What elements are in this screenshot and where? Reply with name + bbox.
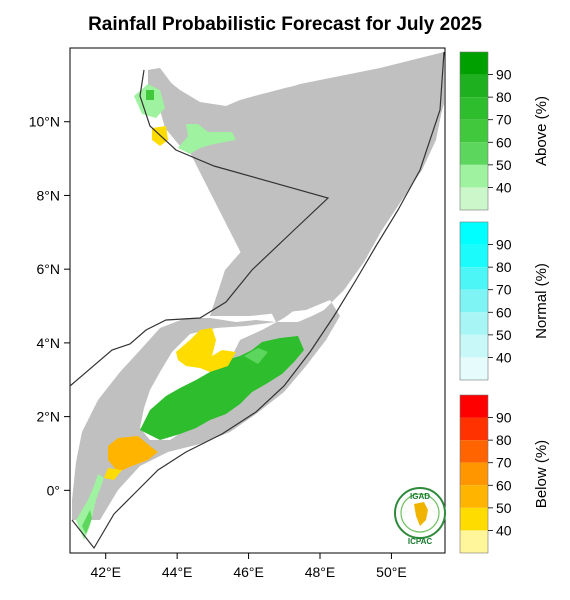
above-patch-south-main — [140, 336, 304, 440]
y-tick-label: 6°N — [37, 261, 61, 277]
legend-swatch — [460, 74, 488, 98]
legend-border — [459, 51, 489, 211]
legend-swatch — [460, 187, 488, 210]
x-tick-label: 44°E — [162, 564, 193, 580]
logo-top-text: IGAD — [410, 492, 430, 501]
legend-label: 70 — [496, 112, 512, 128]
x-tick-label: 50°E — [376, 564, 407, 580]
legend-swatch — [460, 485, 488, 508]
legend-normal: 90 80 70 60 50 40 Normal (%) — [459, 221, 550, 381]
legend-swatch — [460, 417, 488, 441]
legend-label: 50 — [496, 157, 512, 173]
legend-title: Above (%) — [533, 96, 550, 166]
legend-label: 60 — [496, 477, 512, 493]
above-patch-southwest-core — [82, 510, 92, 534]
y-tick-label: 4°N — [37, 335, 61, 351]
above-patch-north — [178, 124, 236, 154]
legend-swatch — [460, 244, 488, 268]
legend-label: 60 — [496, 304, 512, 320]
above-patch-northwest — [134, 84, 165, 118]
legend-swatch — [460, 142, 488, 165]
y-axis: 10°N 8°N 6°N 4°N 2°N 0° — [29, 114, 70, 498]
legend-border — [459, 221, 489, 381]
igad-icpac-logo: IGAD ICPAC — [394, 487, 446, 546]
above-patch-south-inner — [244, 348, 268, 364]
legend-swatch — [460, 164, 488, 188]
y-tick-label: 0° — [47, 482, 60, 498]
legend-label: 80 — [496, 259, 512, 275]
legends: 90 80 70 60 50 40 Above (%) 90 80 70 60 50 40 Normal … — [459, 51, 550, 554]
legend-swatch — [460, 267, 488, 290]
legend-label: 70 — [496, 282, 512, 298]
legend-swatch — [460, 507, 488, 531]
legend-label: 50 — [496, 327, 512, 343]
legend-swatch — [460, 395, 488, 418]
legend-swatch — [460, 462, 488, 486]
legend-swatch — [460, 52, 488, 75]
legend-label: 90 — [496, 237, 512, 253]
legend-swatch — [460, 222, 488, 245]
legend-label: 40 — [496, 349, 512, 365]
legend-label: 80 — [496, 89, 512, 105]
legend-label: 60 — [496, 134, 512, 150]
legend-label: 80 — [496, 432, 512, 448]
legend-label: 40 — [496, 179, 512, 195]
legend-above: 90 80 70 60 50 40 Above (%) — [459, 51, 550, 211]
legend-swatch — [460, 530, 488, 553]
map-title: Rainfall Probabilistic Forecast for July… — [88, 14, 482, 35]
somalia-coastline — [71, 51, 445, 550]
logo-bottom-text: ICPAC — [408, 537, 433, 546]
legend-border — [459, 394, 489, 554]
legend-label: 50 — [496, 500, 512, 516]
somalia-border — [69, 69, 330, 387]
below-patch-southwest-edge — [104, 468, 122, 480]
y-tick-label: 10°N — [29, 114, 60, 130]
y-tick-label: 8°N — [37, 187, 61, 203]
legend-label: 40 — [496, 522, 512, 538]
y-tick-label: 2°N — [37, 409, 61, 425]
somalia-northwest-grey — [148, 52, 444, 316]
above-patch-northwest-core — [146, 90, 154, 100]
x-tick-label: 46°E — [233, 564, 264, 580]
legend-swatch — [460, 312, 488, 335]
legend-title: Below (%) — [533, 440, 550, 508]
legend-label: 70 — [496, 455, 512, 471]
legend-swatch — [460, 357, 488, 380]
legend-label: 90 — [496, 67, 512, 83]
above-patch-southwest — [76, 474, 104, 540]
below-patch-southwest — [108, 436, 158, 472]
legend-title: Normal (%) — [533, 263, 550, 339]
legend-below: 90 80 70 60 50 40 Below (%) — [459, 394, 550, 554]
x-tick-label: 42°E — [90, 564, 121, 580]
legend-swatch — [460, 440, 488, 463]
legend-swatch — [460, 334, 488, 358]
legend-swatch — [460, 97, 488, 120]
legend-swatch — [460, 119, 488, 143]
legend-label: 90 — [496, 410, 512, 426]
x-axis: 42°E 44°E 46°E 48°E 50°E — [90, 553, 407, 580]
below-patch-central — [176, 328, 236, 372]
x-tick-label: 48°E — [305, 564, 336, 580]
legend-swatch — [460, 289, 488, 313]
